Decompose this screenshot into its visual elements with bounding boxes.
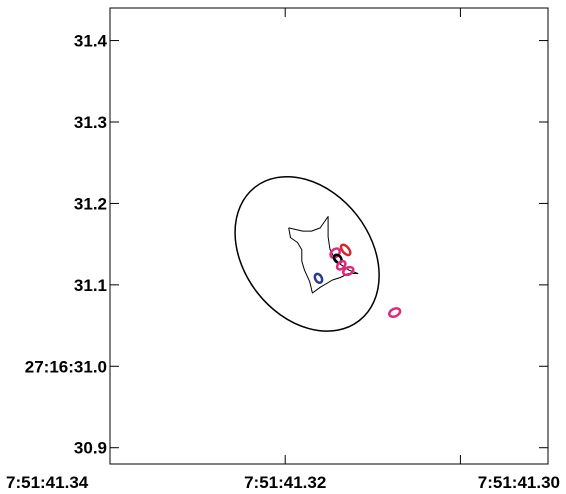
- plot-frame: [109, 7, 549, 465]
- x-tick-label: 7:51:41.32: [244, 473, 326, 492]
- critical-curve: [234, 175, 380, 332]
- axes: 7:51:41.34 7:51:41.32 7:51:41.30 30.9 27:16:…: [6, 8, 560, 492]
- plot-area: [109, 7, 549, 465]
- y-tick-label: 31.1: [74, 276, 107, 295]
- image-ellipse-4: [339, 243, 352, 257]
- y-tick-label: 31.4: [74, 32, 108, 51]
- y-tick-label: 30.9: [74, 439, 107, 458]
- image-ellipse-5: [335, 259, 347, 271]
- y-tick-label: 27:16:31.0: [25, 357, 107, 376]
- image-ellipse-1: [313, 272, 324, 284]
- chart-marks: [234, 175, 402, 332]
- x-tick-label: 7:51:41.30: [478, 473, 560, 492]
- y-tick-label: 31.3: [74, 113, 107, 132]
- y-tick-label: 31.2: [74, 194, 107, 213]
- image-ellipse-6: [342, 265, 355, 277]
- image-ellipse-7: [388, 307, 402, 318]
- x-tick-label: 7:51:41.34: [6, 473, 89, 492]
